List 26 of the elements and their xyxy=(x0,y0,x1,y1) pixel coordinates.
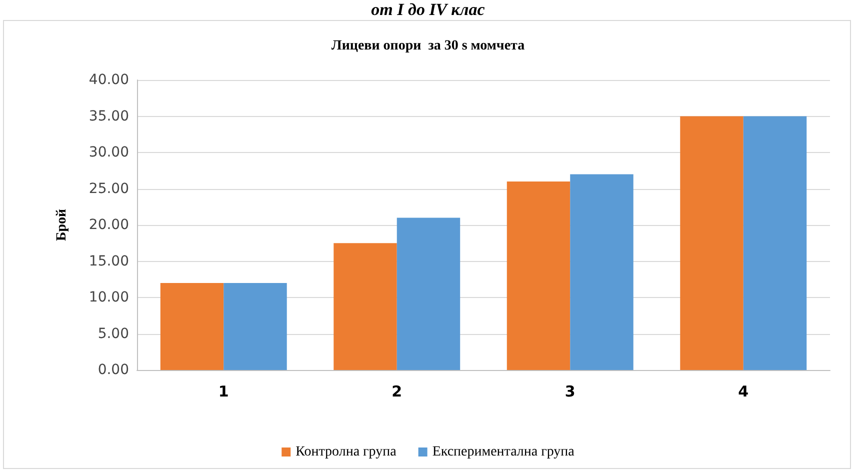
y-tick-label: 0.00 xyxy=(98,362,129,378)
y-tick-label: 10.00 xyxy=(88,290,129,306)
x-tick-label: 4 xyxy=(738,382,749,400)
bar xyxy=(224,283,287,370)
bar xyxy=(160,283,224,370)
bar xyxy=(334,243,397,370)
y-tick-label: 25.00 xyxy=(88,180,129,197)
bar xyxy=(743,116,807,370)
bar xyxy=(680,116,744,370)
chart-title: Лицеви опори за 30 s момчета xyxy=(331,38,525,54)
x-tick-label: 1 xyxy=(218,382,229,400)
legend-label: Контролна група xyxy=(296,444,398,460)
y-tick-label: 35.00 xyxy=(88,108,129,124)
y-tick-label: 20.00 xyxy=(88,217,129,233)
y-tick-label: 5.00 xyxy=(98,326,129,342)
bar xyxy=(570,174,634,370)
y-tick-label: 30.00 xyxy=(88,144,129,160)
y-axis-title: Брой xyxy=(54,208,70,242)
bar xyxy=(396,218,460,370)
y-tick-label: 40.00 xyxy=(88,72,129,88)
y-tick-label: 15.00 xyxy=(88,253,129,270)
legend-label: Експериментална група xyxy=(432,444,576,460)
x-tick-label: 3 xyxy=(564,382,576,400)
bar xyxy=(506,182,570,370)
text: от I до IV клас xyxy=(370,0,486,20)
x-tick-label: 2 xyxy=(392,382,402,400)
